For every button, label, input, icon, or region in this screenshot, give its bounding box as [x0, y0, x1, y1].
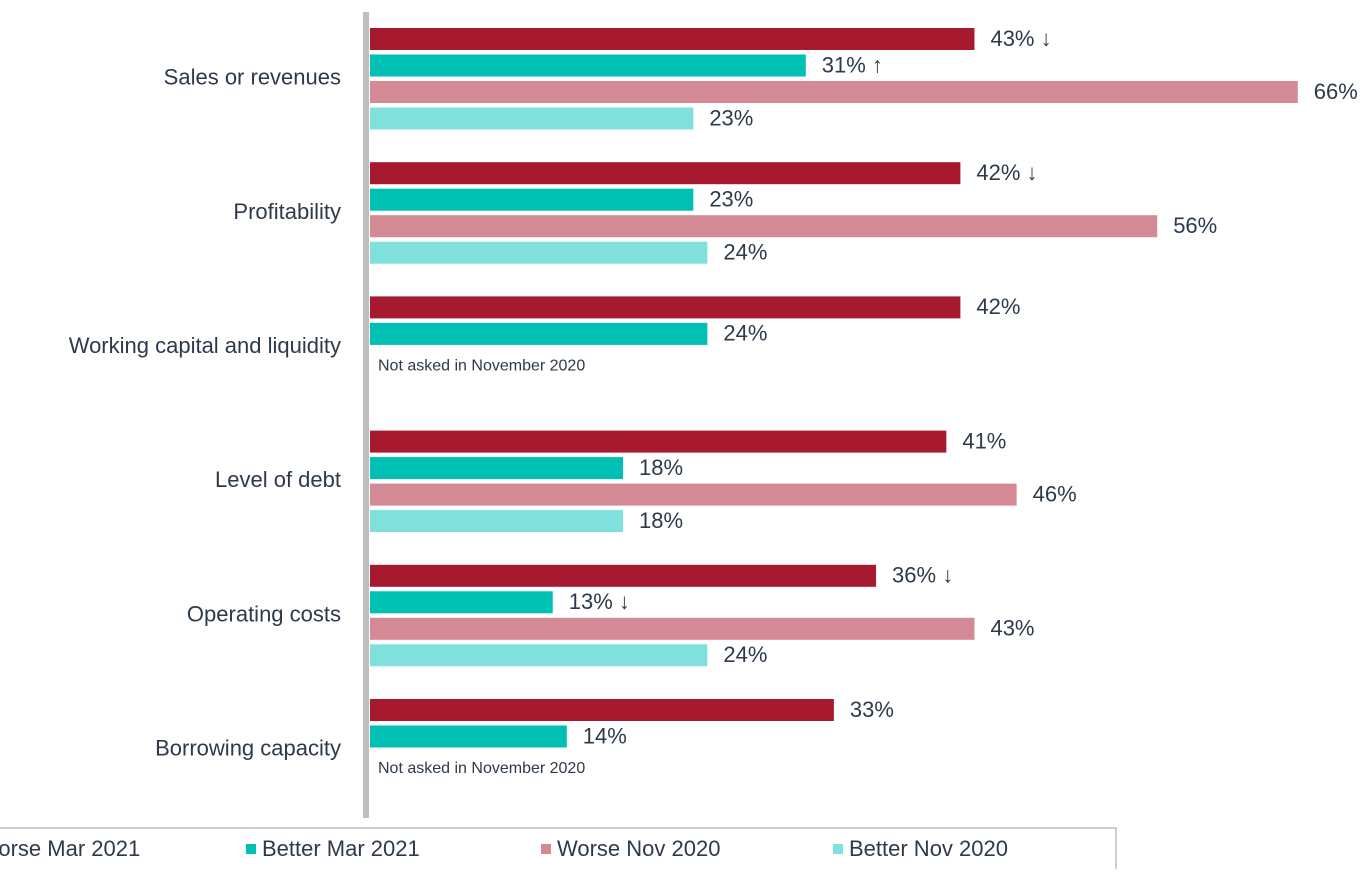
value-label: 14%: [583, 723, 627, 748]
value-label: 56%: [1173, 213, 1217, 238]
category-label: Profitability: [233, 199, 341, 224]
legend-label: Better Nov 2020: [849, 836, 1008, 861]
bar: [370, 644, 708, 667]
bar: [370, 725, 567, 748]
bar: [370, 699, 834, 721]
value-label: 42% ↓: [976, 160, 1037, 185]
value-label: 66%: [1314, 79, 1358, 104]
value-label: 24%: [723, 240, 767, 265]
value-label: 46%: [1033, 481, 1077, 506]
bar: [370, 322, 708, 345]
value-label: 23%: [709, 187, 753, 212]
bar: [370, 296, 961, 319]
value-label: 36% ↓: [892, 563, 953, 588]
value-label: 43% ↓: [990, 26, 1051, 51]
value-label: 43%: [990, 616, 1034, 641]
legend-box: [0, 827, 1117, 874]
legend-swatch: [833, 844, 843, 854]
category-label: Borrowing capacity: [155, 736, 341, 761]
bar: [370, 617, 975, 640]
value-label: 23%: [709, 105, 753, 130]
value-label: 41%: [962, 428, 1006, 453]
bar: [370, 510, 624, 533]
bar: [370, 241, 708, 264]
annotation: Not asked in November 2020: [378, 358, 585, 375]
value-label: 24%: [723, 642, 767, 667]
value-label: 24%: [723, 321, 767, 346]
value-label: 18%: [639, 455, 683, 480]
legend-swatch: [246, 844, 256, 854]
bar: [370, 188, 694, 211]
bar: [370, 564, 877, 587]
value-label: 13% ↓: [569, 589, 630, 614]
legend-swatch: [541, 844, 551, 854]
value-label: 42%: [976, 294, 1020, 319]
legend-label: Better Mar 2021: [262, 836, 420, 861]
category-label: Level of debt: [215, 467, 341, 492]
value-label: 31% ↑: [822, 52, 883, 77]
legend-label: Worse Mar 2021: [0, 836, 140, 861]
bar: [370, 215, 1158, 238]
bar: [370, 430, 947, 453]
annotation: Not asked in November 2020: [378, 760, 585, 777]
bar: [370, 591, 553, 614]
bar: [370, 107, 694, 130]
bar: [370, 28, 975, 50]
category-label: Operating costs: [187, 601, 341, 626]
value-label: 18%: [639, 508, 683, 533]
bar: [370, 54, 806, 77]
category-label: Working capital and liquidity: [69, 333, 341, 358]
bar: [370, 81, 1298, 103]
bar: [370, 457, 624, 480]
bar: [370, 483, 1017, 506]
bar: [370, 162, 961, 185]
category-label: Sales or revenues: [164, 65, 341, 90]
axis-line: [363, 12, 369, 818]
legend-label: Worse Nov 2020: [557, 836, 720, 861]
value-label: 33%: [850, 697, 894, 722]
